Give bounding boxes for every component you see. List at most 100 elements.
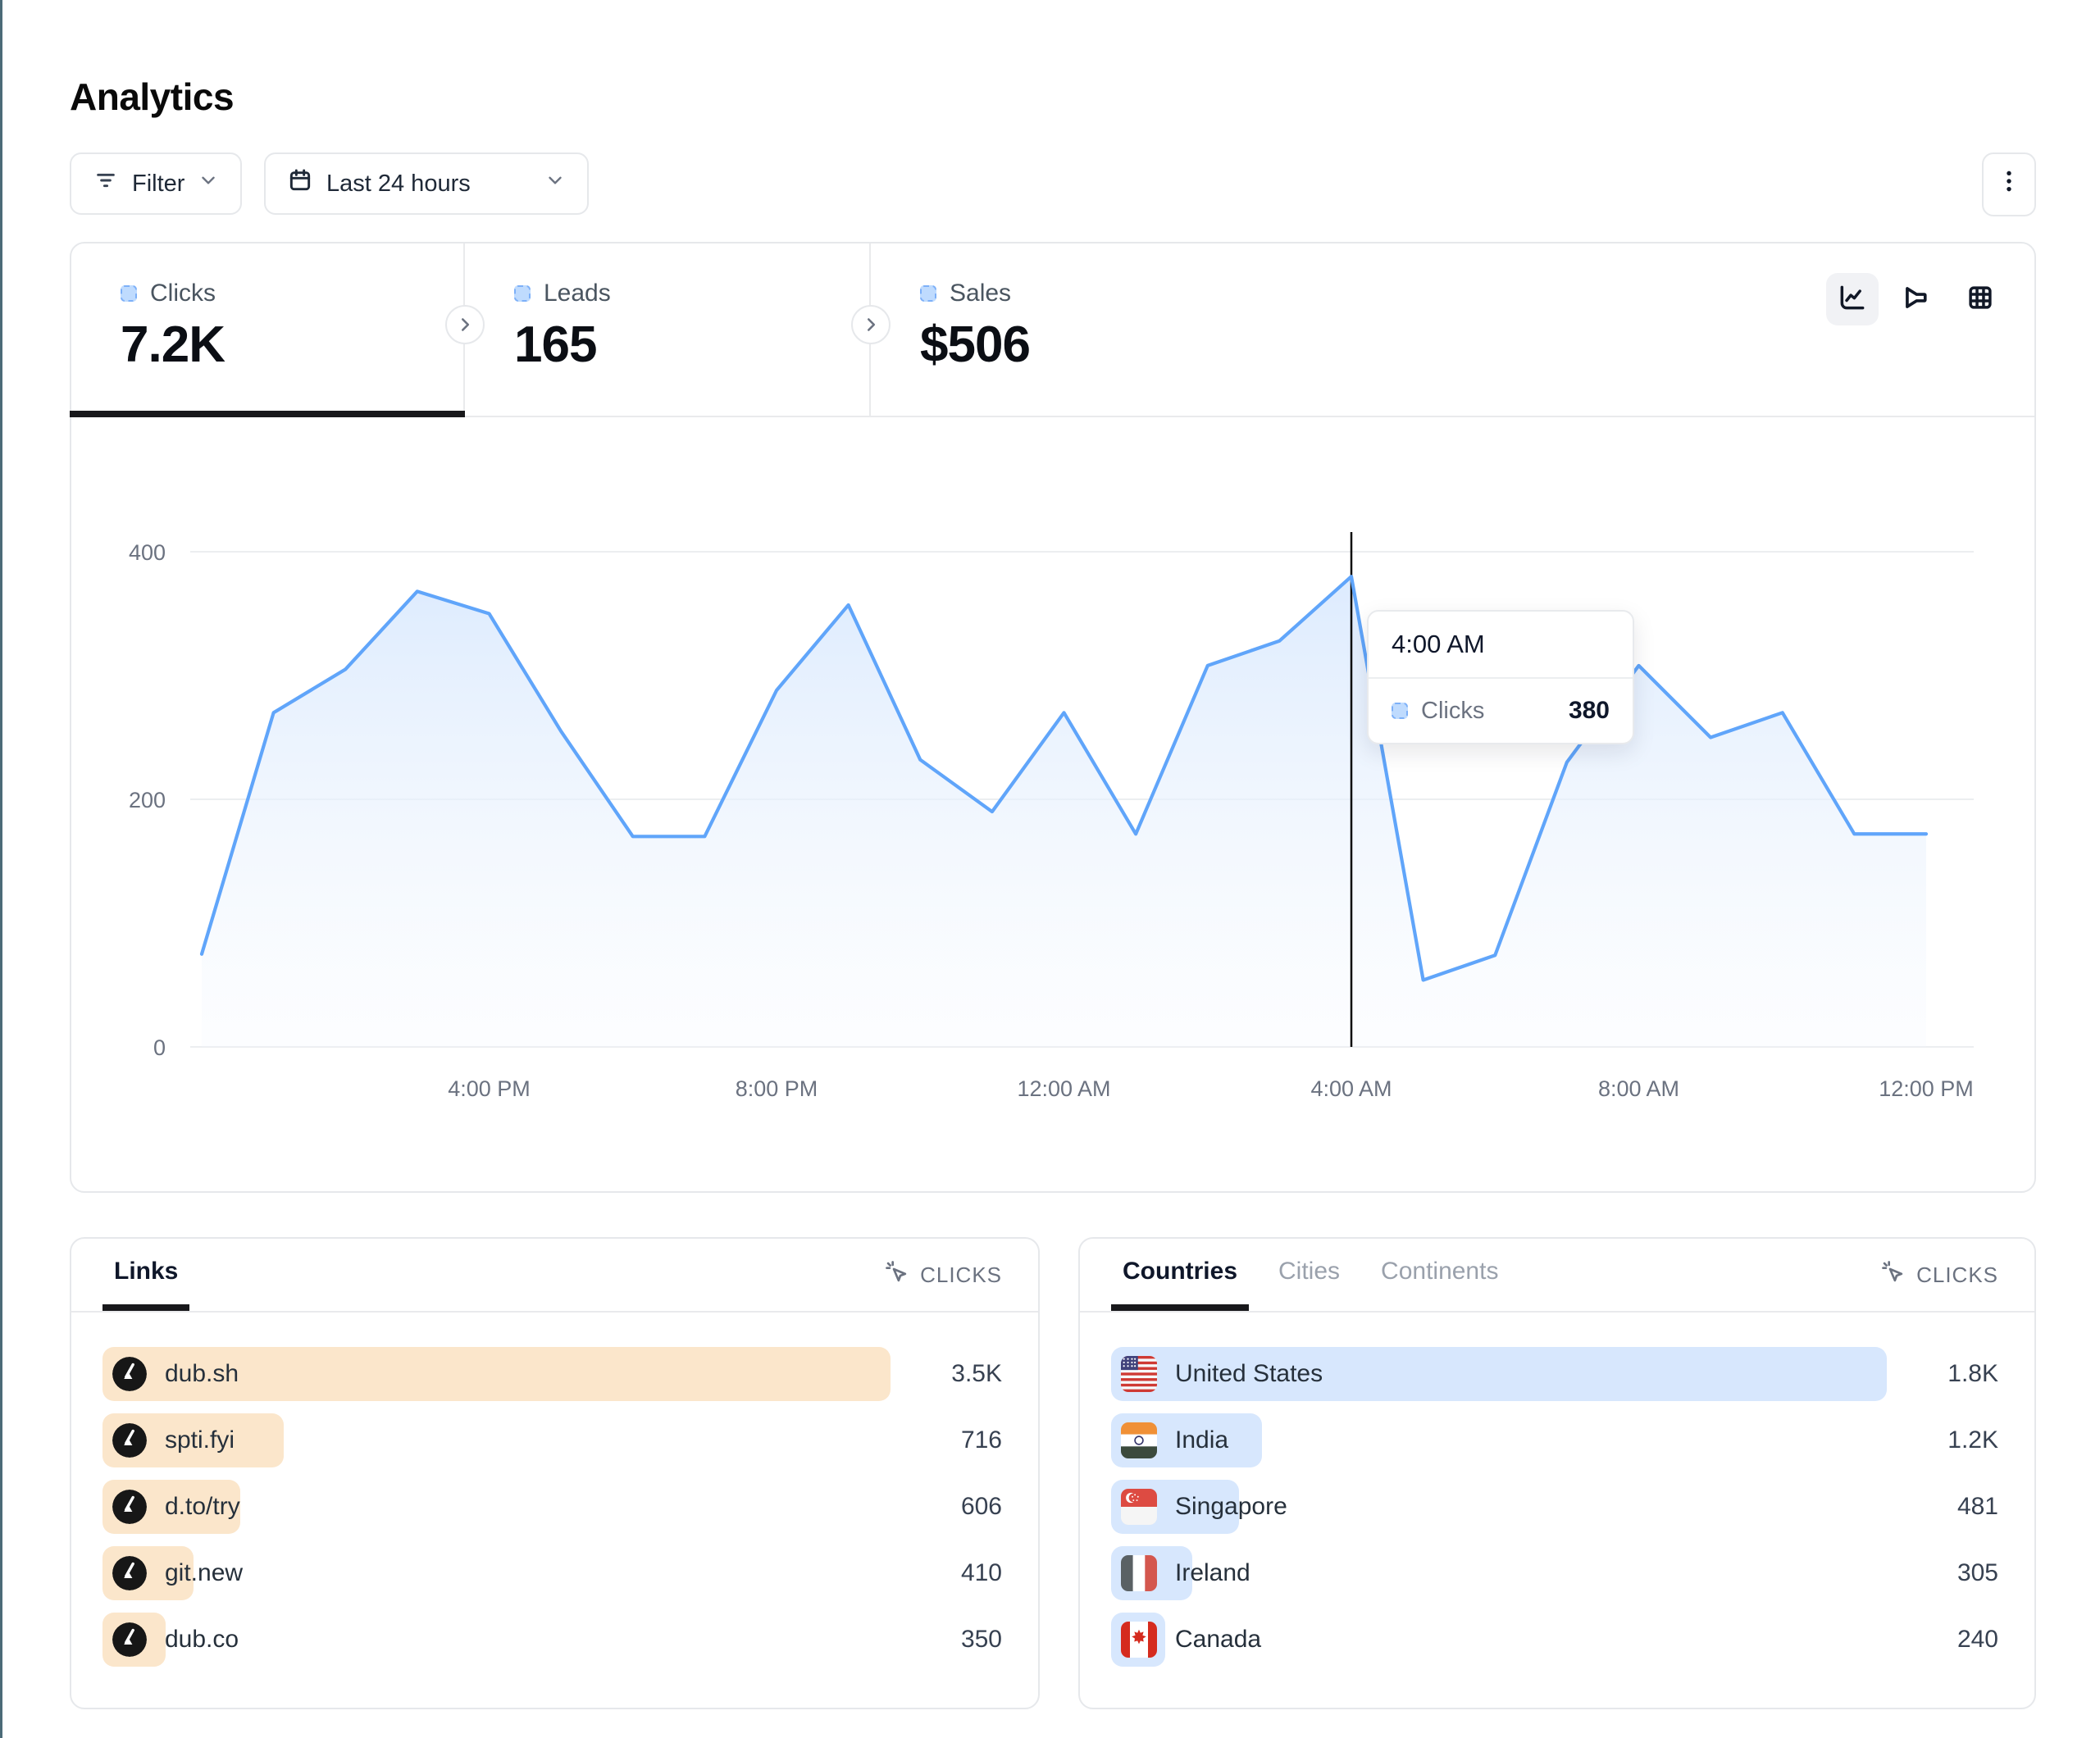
list-item[interactable]: spti.fyi 716 [102,1413,1002,1467]
filter-icon [93,167,119,200]
bar-track: d.to/try [102,1480,891,1534]
more-options-button[interactable] [1982,152,2036,216]
item-label: git.new [165,1559,244,1586]
bar-track: spti.fyi [102,1413,891,1467]
table-grid-icon [1965,282,1996,317]
chart-mode-switcher [1826,273,2007,325]
funnel-chart-mode-button[interactable] [1890,273,1943,325]
stat-value: 165 [514,316,597,373]
dub-logo-icon [112,1357,147,1391]
filter-button[interactable]: Filter [70,152,243,215]
list-item[interactable]: dub.co 350 [102,1613,1002,1667]
item-label: United States [1175,1360,1323,1387]
tab-links[interactable]: Links [102,1239,190,1311]
list-item[interactable]: Singapore 481 [1111,1480,1998,1534]
bar-track: dub.sh [102,1347,891,1401]
table-mode-button[interactable] [1954,273,2007,325]
bar-track: dub.co [102,1613,891,1667]
item-label: spti.fyi [165,1426,235,1454]
item-value: 240 [1957,1626,1998,1653]
area-chart-canvas: 0 200 400 4:00 PM 8:00 PM 12:00 AM 4:00 AM 8:00… [129,532,1974,1101]
stat-tab-leads[interactable]: Leads 165 [465,243,871,416]
bar-track: Canada [1111,1613,1887,1667]
item-label: d.to/try [165,1493,240,1520]
clicks-series-marker [121,285,137,302]
y-axis-tick-label: 200 [129,788,166,812]
x-axis-tick-label: 8:00 PM [736,1076,818,1101]
item-value: 716 [960,1426,1002,1454]
calendar-icon [287,167,313,200]
cursor-click-icon [1880,1259,1906,1291]
stat-value: 7.2K [121,316,225,373]
item-value: 3.5K [951,1360,1002,1387]
filter-button-label: Filter [132,170,185,197]
chevron-down-icon [544,170,566,198]
stats-row: Clicks 7.2K Leads 165 Sales $506 [70,243,2034,417]
countries-metric-picker[interactable]: CLICKS [1880,1239,1998,1311]
page-title: Analytics [70,75,235,118]
line-chart-icon [1837,282,1868,317]
tooltip-time: 4:00 AM [1369,612,1633,679]
stat-label: Leads [544,280,611,307]
tooltip-series-label: Clicks [1421,697,1485,724]
stat-tab-clicks[interactable]: Clicks 7.2K [70,243,465,417]
tab-continents[interactable]: Continents [1369,1239,1510,1311]
tab-links-label: Links [114,1258,179,1285]
list-item[interactable]: India 1.2K [1111,1413,1998,1467]
item-label: Singapore [1175,1493,1287,1520]
in-flag-icon [1121,1422,1157,1458]
chevron-down-icon [198,170,219,198]
dub-logo-icon [112,1490,147,1524]
item-value: 350 [960,1626,1002,1653]
expand-sales-button[interactable] [851,305,891,344]
kebab-menu-icon [1995,167,2023,202]
funnel-chart-icon [1901,282,1932,317]
sales-series-marker [920,285,936,302]
list-item[interactable]: d.to/try 606 [102,1480,1002,1534]
tab-countries[interactable]: Countries [1111,1239,1250,1311]
expand-leads-button[interactable] [445,305,485,344]
countries-list: United States 1.8K India 1.2K Singapore … [1111,1347,1998,1679]
chart-tooltip: 4:00 AM Clicks 380 [1367,610,1634,744]
list-item[interactable]: git.new 410 [102,1546,1002,1600]
y-axis-tick-label: 400 [129,540,166,565]
item-value: 1.2K [1947,1426,1998,1454]
countries-panel: Countries Cities Continents CLICKS [1078,1237,2036,1709]
tab-continents-label: Continents [1381,1258,1499,1285]
stat-tab-sales[interactable]: Sales $506 [871,243,2034,416]
cursor-click-icon [884,1259,910,1291]
clicks-line [199,575,1929,982]
line-chart-mode-button[interactable] [1826,273,1879,325]
links-metric-picker[interactable]: CLICKS [884,1239,1002,1311]
leads-series-marker [514,285,531,302]
stat-value: $506 [920,316,1031,373]
item-value: 606 [960,1493,1002,1520]
x-axis-tick-label: 4:00 PM [448,1076,531,1101]
y-axis-tick-label: 0 [153,1035,166,1060]
bar-track: India [1111,1413,1887,1467]
bar-track: Singapore [1111,1480,1887,1534]
dub-logo-icon [112,1622,147,1657]
area-fill [202,576,1926,1047]
x-axis-tick-label: 8:00 AM [1598,1076,1679,1101]
ca-flag-icon [1121,1622,1157,1658]
tab-countries-label: Countries [1123,1258,1238,1285]
list-item[interactable]: United States 1.8K [1111,1347,1998,1401]
item-label: Canada [1175,1626,1262,1653]
list-item[interactable]: Canada 240 [1111,1613,1998,1667]
bar-track: Ireland [1111,1546,1887,1600]
tooltip-value: 380 [1568,697,1610,724]
sg-flag-icon [1121,1489,1157,1525]
clicks-time-series-chart[interactable]: 0 200 400 4:00 PM 8:00 PM 12:00 AM 4:00 AM 8:00… [71,417,2034,1191]
list-item[interactable]: dub.sh 3.5K [102,1347,1002,1401]
x-axis-tick-label: 4:00 AM [1310,1076,1392,1101]
links-list: dub.sh 3.5K spti.fyi 716 d.to/try 606 gi… [102,1347,1002,1679]
item-value: 1.8K [1947,1360,1998,1387]
list-item[interactable]: Ireland 305 [1111,1546,1998,1600]
bar-track: United States [1111,1347,1887,1401]
dub-logo-icon [112,1423,147,1458]
tab-cities[interactable]: Cities [1267,1239,1351,1311]
date-range-button[interactable]: Last 24 hours [264,152,589,215]
item-label: dub.co [165,1626,239,1653]
countries-metric-label: CLICKS [1916,1262,1998,1287]
